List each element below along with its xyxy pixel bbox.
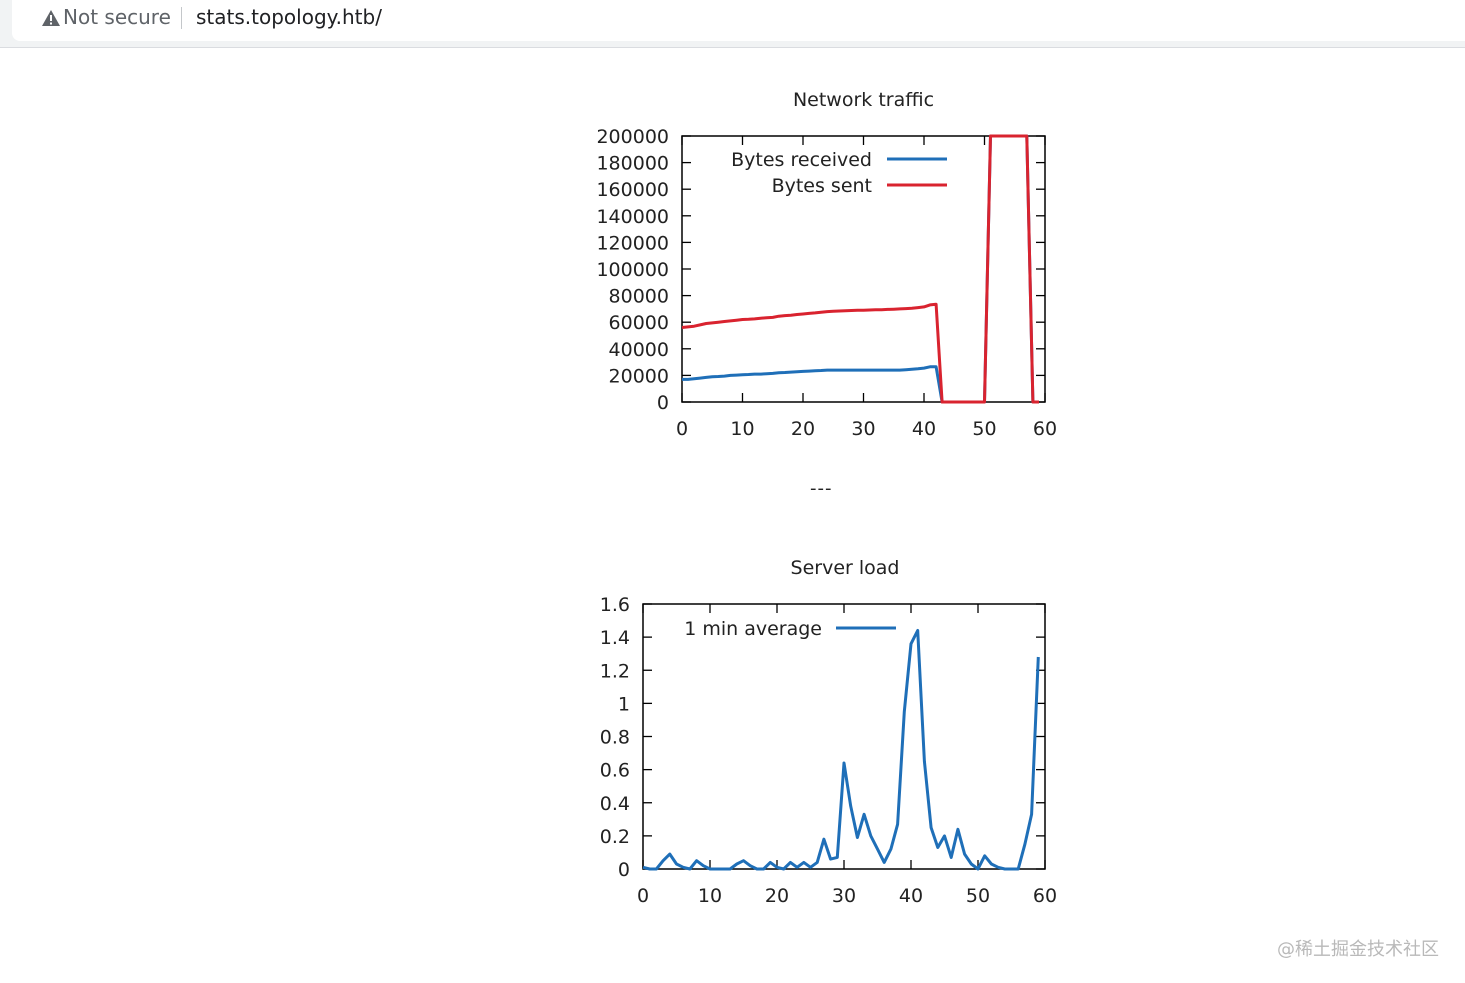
y-tick-label: 0: [657, 392, 669, 414]
y-tick-label: 60000: [609, 312, 669, 334]
y-tick-label: 120000: [596, 232, 669, 254]
browser-toolbar: Not secure stats.topology.htb/: [0, 0, 1465, 48]
y-tick-label: 160000: [596, 179, 669, 201]
y-tick-label: 180000: [596, 153, 669, 175]
x-tick-label: 40: [912, 418, 936, 440]
x-tick-label: 50: [972, 418, 996, 440]
y-tick-label: 100000: [596, 259, 669, 281]
y-tick-label: 1.6: [600, 594, 630, 616]
y-tick-label: 40000: [609, 339, 669, 361]
x-tick-label: 40: [899, 885, 923, 907]
plot-border: [642, 603, 1046, 870]
y-tick-label: 0.6: [600, 760, 630, 782]
x-tick-label: 30: [832, 885, 856, 907]
legend-label: 1 min average: [684, 618, 822, 640]
url-text[interactable]: stats.topology.htb/: [196, 5, 382, 29]
legend-label: Bytes sent: [772, 175, 872, 197]
y-tick-label: 1: [618, 693, 630, 715]
series-line: [681, 134, 1039, 404]
network-traffic-chart: Network traffic 0 20000 40000 60000 80000 1000…: [596, 89, 1057, 440]
x-tick-label: 0: [676, 418, 688, 440]
address-separator: [181, 7, 182, 29]
x-tick-label: 20: [765, 885, 789, 907]
y-tick-label: 1.2: [600, 660, 630, 682]
x-tick-label: 0: [637, 885, 649, 907]
address-bar[interactable]: [12, 0, 1465, 41]
security-label[interactable]: Not secure: [63, 5, 171, 29]
section-separator: ---: [810, 478, 833, 499]
warning-triangle-icon[interactable]: [41, 8, 61, 28]
y-tick-label: 1.4: [600, 627, 630, 649]
y-tick-label: 80000: [609, 286, 669, 308]
legend-label: Bytes received: [731, 149, 872, 171]
y-tick-label: 20000: [609, 365, 669, 387]
y-tick-label: 0: [618, 859, 630, 881]
x-tick-label: 20: [791, 418, 815, 440]
series-line: [642, 629, 1040, 871]
y-tick-label: 0.2: [600, 826, 630, 848]
x-tick-label: 10: [730, 418, 754, 440]
y-tick-label: 0.8: [600, 727, 630, 749]
x-tick-label: 50: [966, 885, 990, 907]
chart-title: Network traffic: [793, 89, 934, 111]
x-tick-label: 60: [1033, 885, 1057, 907]
watermark: @稀土掘金技术社区: [1277, 939, 1439, 960]
y-tick-label: 200000: [596, 126, 669, 148]
x-tick-label: 10: [698, 885, 722, 907]
x-tick-label: 60: [1033, 418, 1057, 440]
x-tick-label: 30: [851, 418, 875, 440]
y-tick-label: 140000: [596, 206, 669, 228]
chart-title: Server load: [791, 557, 900, 579]
y-tick-label: 0.4: [600, 793, 630, 815]
